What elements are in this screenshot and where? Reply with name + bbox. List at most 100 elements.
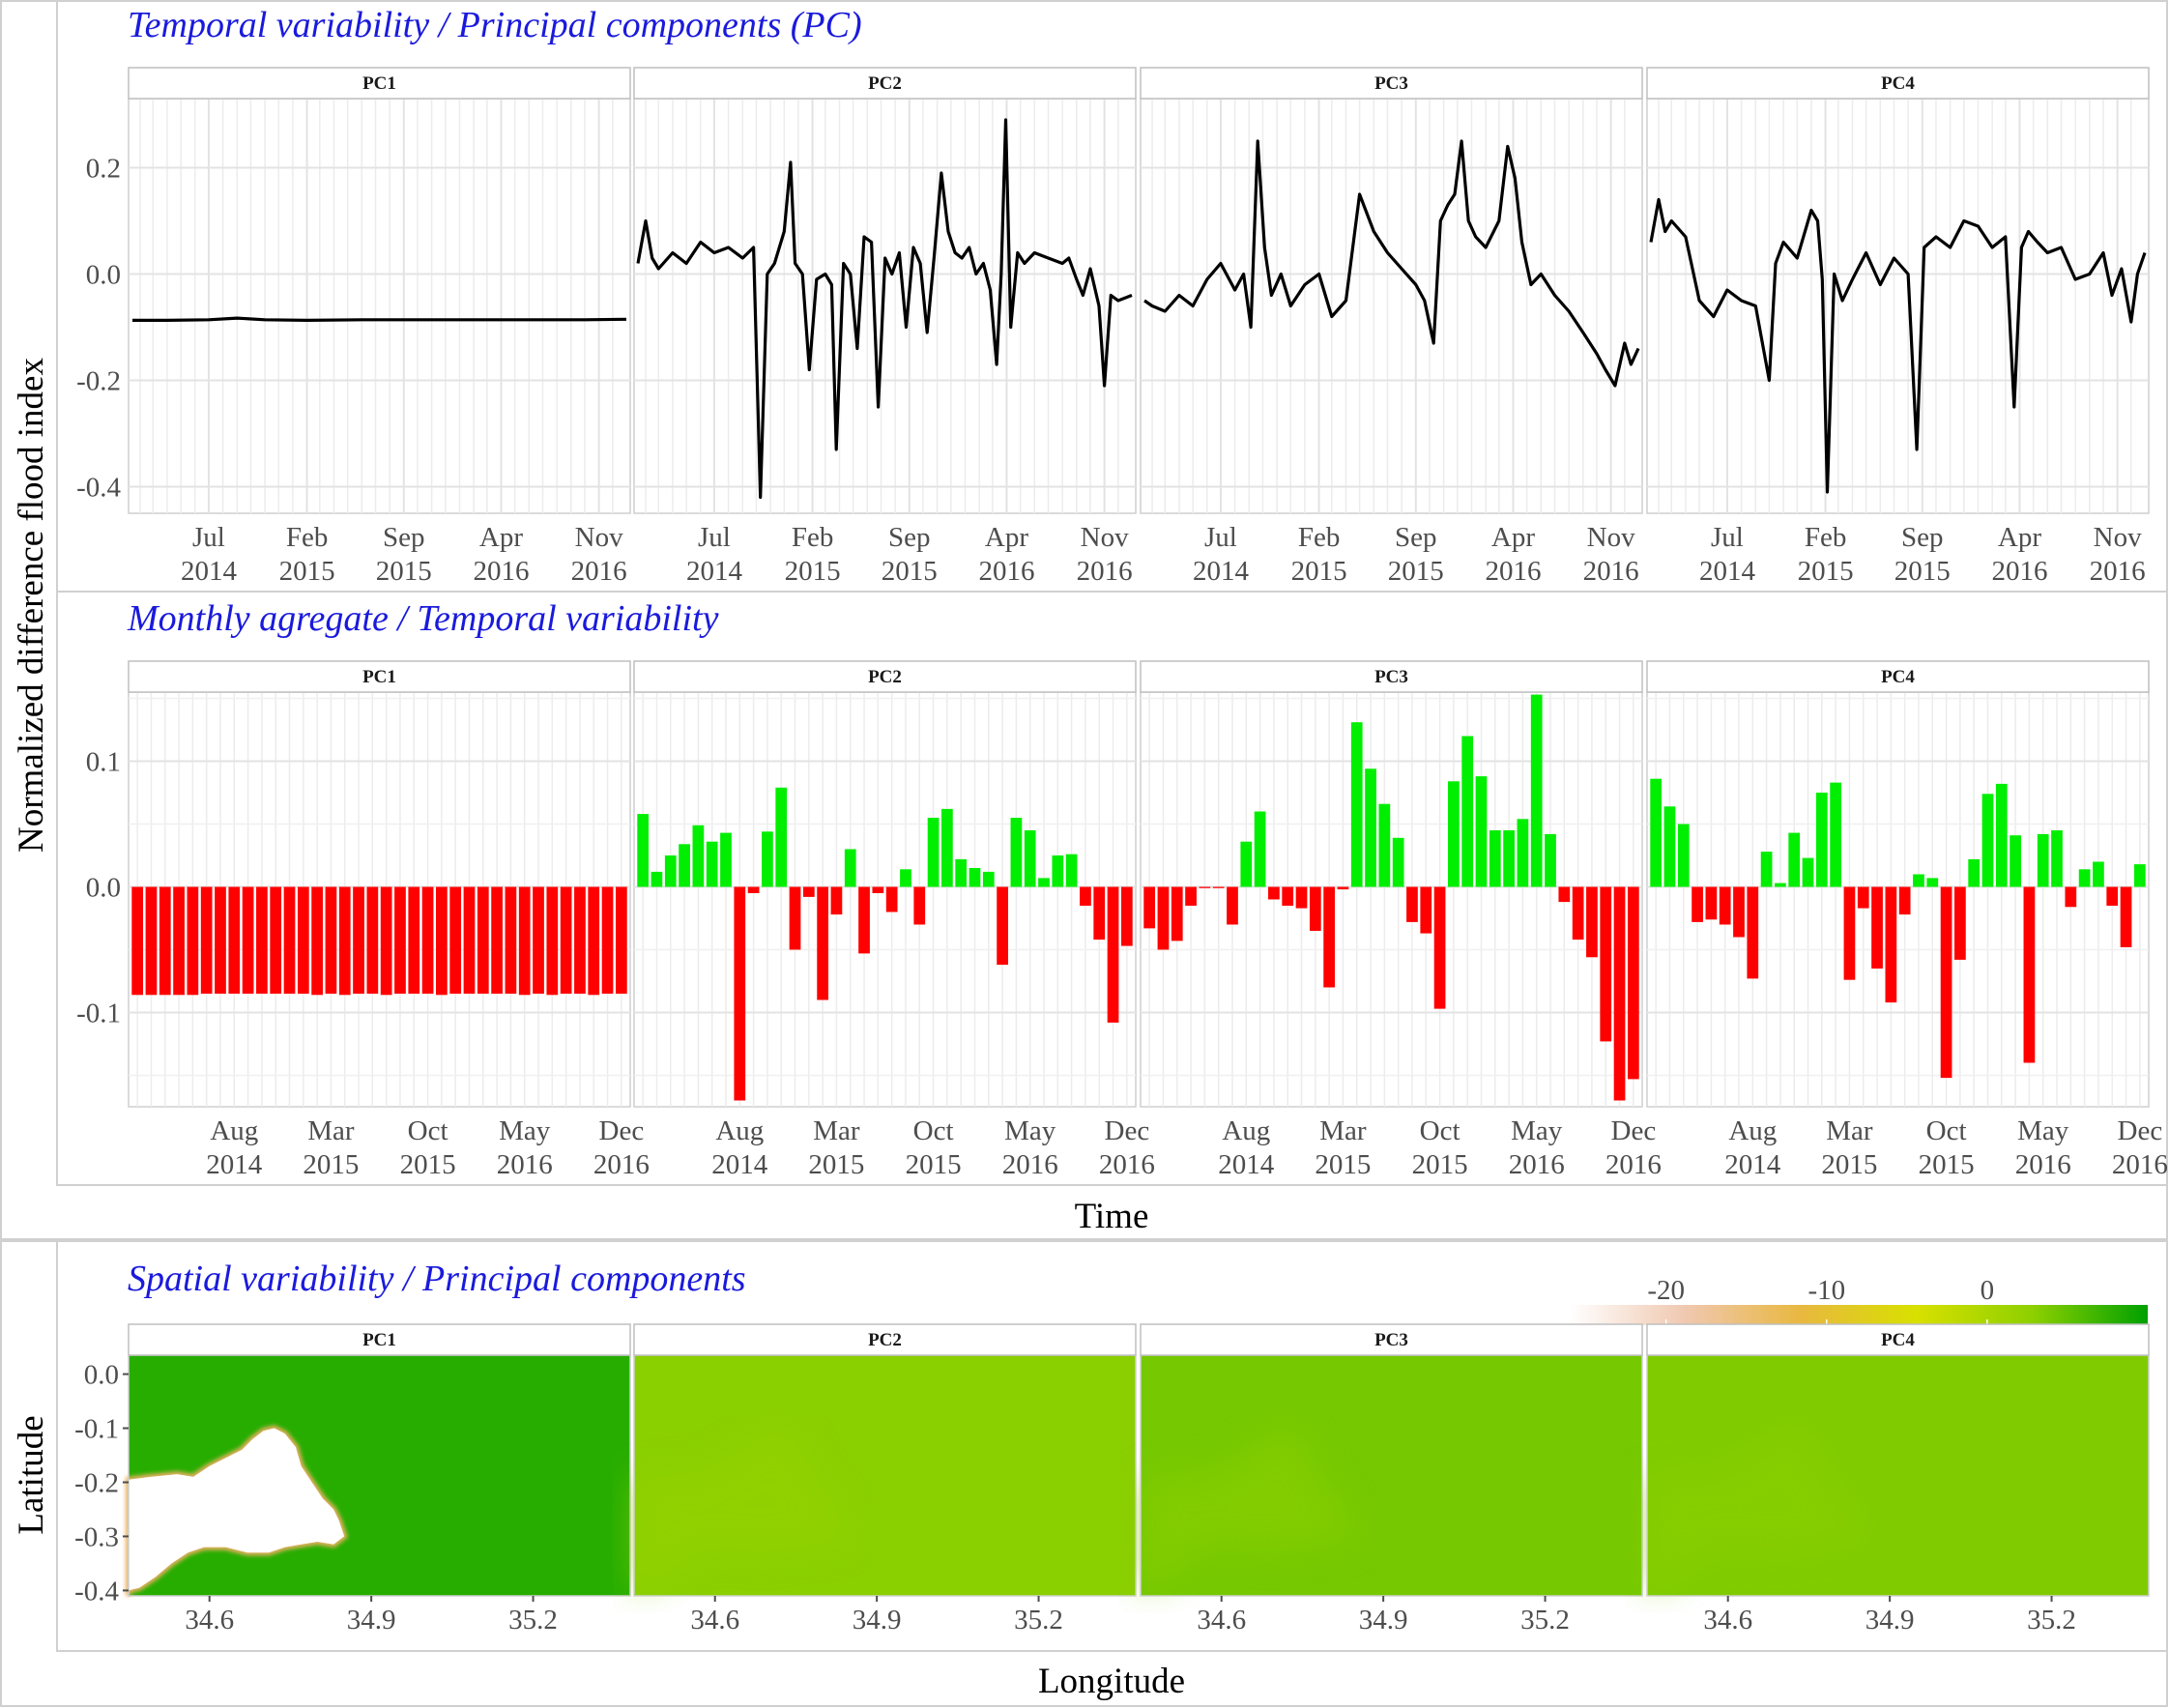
facet-strip-0 [128,1323,631,1356]
monthly-y-tick-label: -0.1 [76,999,121,1029]
monthly-chart: Aug2014Mar2015Oct2015May2016Dec2016PC10.… [76,660,2168,1180]
bar-PC2-2015-08 [900,869,911,887]
monthly-x-tick-month: Mar [1826,1115,1873,1146]
bar-PC1-2016-03 [491,886,503,994]
bar-PC4-2014-10 [1775,883,1786,887]
bar-PC3-2015-11 [1448,781,1460,887]
series-line-PC3 [1143,139,1640,388]
bar-PC2-2016-09 [1080,886,1091,906]
bar-PC2-2016-10 [1093,886,1106,941]
bar-PC2-2015-07 [885,886,898,912]
bar-PC4-2016-02 [1995,783,2008,887]
monthly-x-tick-month: May [1004,1115,1056,1146]
bar-PC4-2015-04 [1857,886,1869,909]
bar-PC3-2015-01 [1309,886,1321,931]
monthly-section-frame [56,591,2168,1186]
bar-PC4-2014-04 [1692,886,1703,922]
bar-PC1-2014-12 [283,886,296,994]
monthly-x-tick-month: Oct [1420,1115,1460,1146]
longitude-axis-title: Longitude [1038,1662,1185,1701]
monthly-x-tick-month: May [1511,1115,1563,1146]
temporal-panel-bg-2 [1140,98,1643,514]
bar-PC3-2016-11 [1613,886,1626,1101]
bar-PC1-2015-03 [325,886,337,994]
temporal-x-tick-year: 2016 [1077,556,1133,587]
temporal-x-tick-month: Sep [888,522,931,553]
temporal-x-tick-year: 2015 [1388,556,1444,587]
monthly-x-tick-year: 2015 [1919,1149,1975,1180]
monthly-x-tick-year: 2015 [1821,1149,1877,1180]
series-line-PC1 [132,316,627,322]
monthly-x-tick-year: 2015 [400,1149,456,1180]
monthly-x-tick-month: Mar [1319,1115,1367,1146]
temporal-x-tick-month: Nov [575,522,623,553]
facet-strip-label-0: PC1 [362,1330,396,1350]
monthly-x-tick-month: Dec [1105,1115,1150,1146]
bar-PC2-2015-04 [844,849,856,887]
facet-strip-2 [1140,660,1643,693]
bar-PC4-2016-03 [2010,835,2021,887]
facet-strip-2 [1140,67,1643,100]
temporal-x-tick-month: Apr [1998,522,2041,553]
temporal-x-tick-year: 2015 [785,556,841,587]
temporal-x-tick-month: Jul [698,522,731,553]
bar-PC4-2016-09 [2093,861,2104,887]
bar-PC4-2016-10 [2106,886,2119,906]
bar-PC2-2014-11 [775,787,788,887]
facet-strip-2 [1140,1323,1643,1356]
bar-PC4-2015-02 [1830,782,1841,887]
temporal-x-tick-month: Sep [1395,522,1437,553]
bar-PC3-2015-04 [1350,722,1363,887]
facet-strip-label-3: PC4 [1881,667,1915,687]
spatial-panel-1: 34.6 34.9 35.2 PC2 [633,1323,1137,1636]
facet-strip-3 [1646,67,2150,100]
bar-PC2-2015-09 [913,886,926,925]
bar-PC3-2015-08 [1406,886,1418,922]
colorbar-tick-label: 0 [1981,1275,1995,1306]
temporal-x-tick-year: 2016 [978,556,1034,587]
bar-PC2-2016-01 [969,868,981,887]
monthly-section-title: Monthly agregate / Temporal variability [127,598,719,639]
bar-PC1-2015-11 [436,886,448,996]
temporal-x-tick-year: 2015 [882,556,938,587]
bar-PC1-2015-02 [311,886,323,996]
spatial-x-tick-label: 34.9 [853,1605,902,1636]
monthly-x-tick-year: 2016 [497,1149,553,1180]
monthly-panel-bg-1 [633,691,1137,1108]
spatial-y-tick-label: -0.3 [74,1521,119,1552]
facet-strip-1 [633,660,1137,693]
temporal-x-tick-month: Apr [985,522,1028,553]
bar-PC3-2014-10 [1268,886,1280,900]
spatial-x-tick-label: 34.9 [1865,1605,1915,1636]
bar-PC1-2014-09 [242,886,254,994]
bar-PC1-2014-05 [187,886,199,996]
bar-PC3-2014-04 [1185,886,1197,906]
bar-PC4-2014-08 [1747,886,1759,979]
bar-PC3-2015-09 [1420,886,1432,934]
bar-PC2-2014-09 [747,886,760,893]
bar-PC1-2014-06 [200,886,213,994]
bar-PC2-2015-11 [941,808,953,887]
monthly-x-tick-year: 2015 [808,1149,864,1180]
bar-PC3-2016-12 [1627,886,1639,1080]
spatial-x-tick-label: 35.2 [2027,1605,2076,1636]
bar-PC3-2016-05 [1530,694,1543,887]
bar-PC1-2014-11 [270,886,282,994]
bar-PC3-2015-10 [1433,886,1446,1009]
bar-PC4-2016-04 [2023,886,2036,1063]
temporal-x-tick-month: Feb [1805,522,1847,553]
bar-PC2-2016-12 [1120,886,1133,946]
bar-PC2-2014-06 [706,841,718,887]
bar-PC1-2016-11 [601,886,614,994]
facet-strip-label-1: PC2 [868,73,902,94]
temporal-panel-bg-0 [128,98,631,514]
bar-PC1-2016-10 [588,886,600,996]
spatial-x-tick-label: 34.9 [1359,1605,1408,1636]
facet-strip-3 [1646,660,2150,693]
temporal-x-tick-year: 2014 [686,556,743,587]
bar-PC2-2014-08 [734,886,746,1101]
bar-PC1-2015-07 [380,886,392,996]
